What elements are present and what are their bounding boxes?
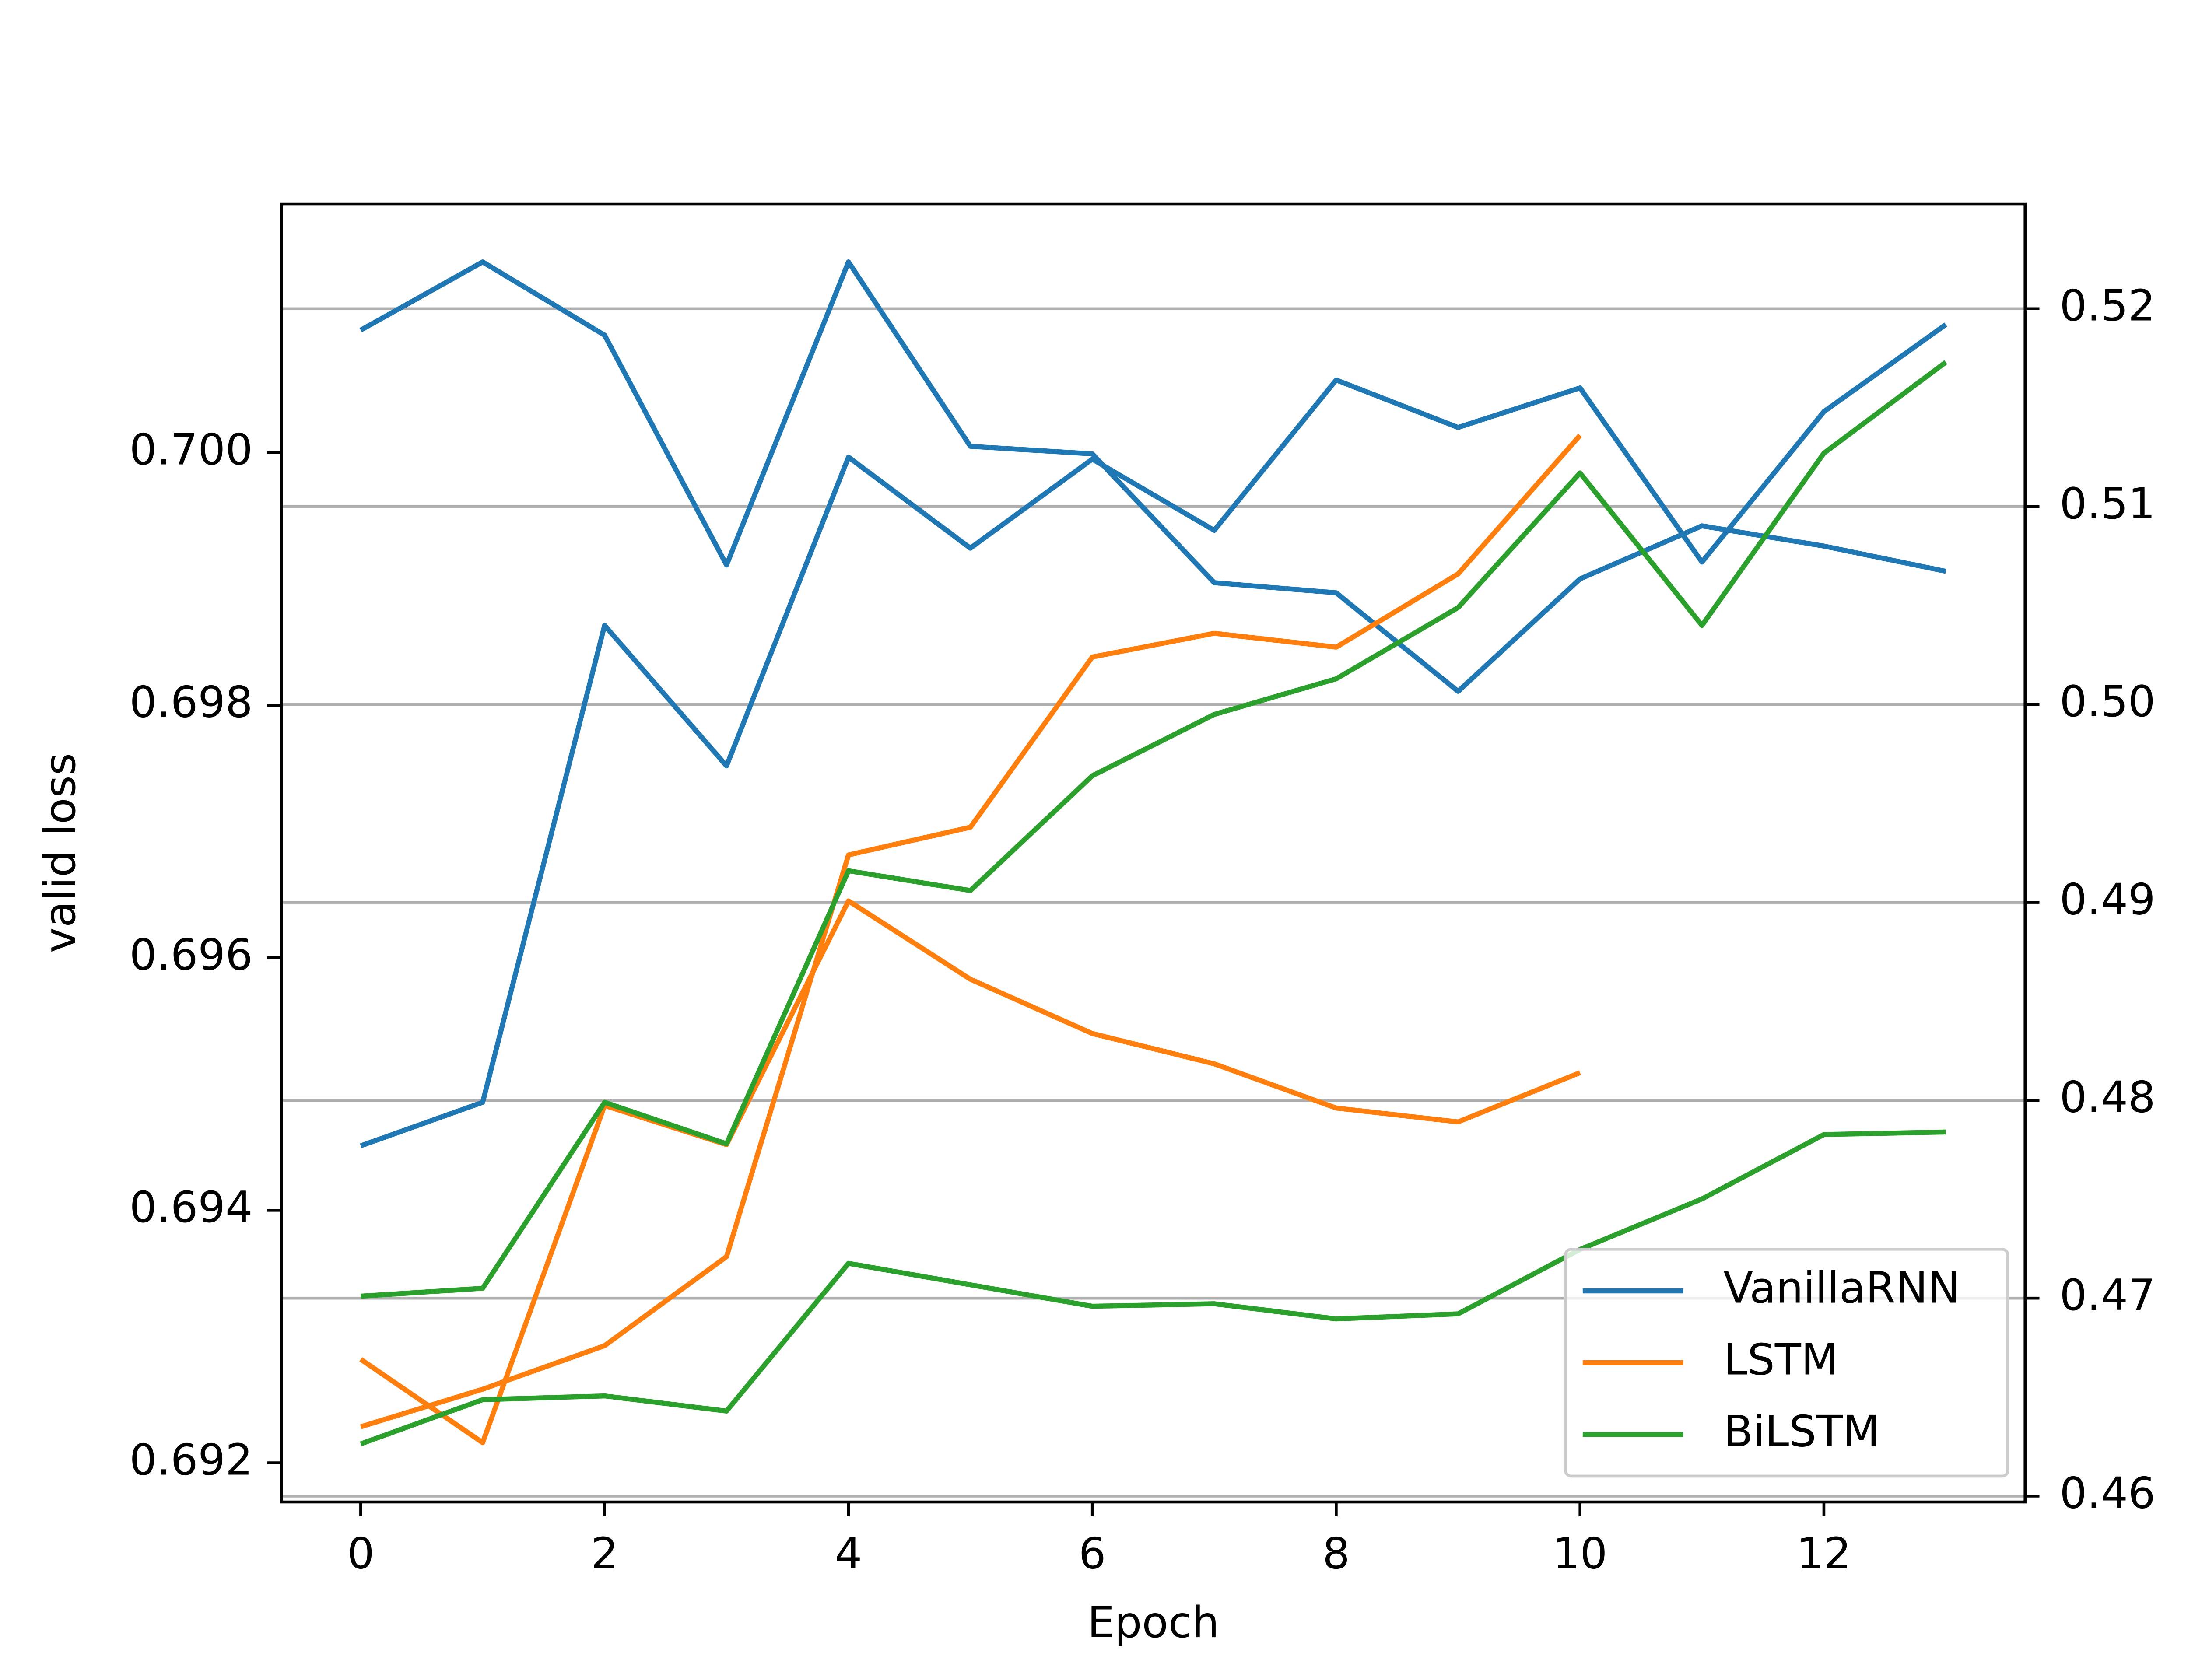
x-tick-label: 6 (1079, 1529, 1106, 1579)
y-tick-label: 0.700 (130, 425, 253, 475)
x-tick-label: 2 (591, 1529, 618, 1579)
legend-label: BiLSTM (1723, 1407, 1879, 1457)
legend-box (1564, 1248, 2009, 1478)
series-line (359, 898, 1581, 1446)
x-tick-label: 0 (347, 1529, 375, 1579)
y-axis-label: valid loss (35, 753, 85, 953)
y-tick-label: 0.694 (130, 1183, 253, 1232)
series-line (360, 1129, 1946, 1446)
y2-tick-label: 0.47 (2059, 1270, 2155, 1320)
y2-tick-label: 0.50 (2059, 677, 2155, 727)
y2-tick-label: 0.51 (2059, 479, 2155, 529)
x-tick-label: 4 (835, 1529, 863, 1579)
x-tick-label: 12 (1796, 1529, 1851, 1579)
y2-tick-label: 0.46 (2059, 1468, 2155, 1518)
y-tick-label: 0.698 (130, 678, 253, 728)
y-tick-label: 0.692 (130, 1435, 253, 1485)
y-tick-label: 0.696 (130, 930, 253, 980)
x-tick-label: 8 (1322, 1529, 1350, 1579)
legend-label: VanillaRNN (1723, 1263, 1960, 1313)
plot-frame (280, 202, 2027, 1504)
y2-tick-label: 0.49 (2059, 875, 2155, 924)
x-axis-label: Epoch (1087, 1598, 1219, 1648)
x-tick-label: 10 (1553, 1529, 1607, 1579)
y2-tick-label: 0.48 (2059, 1073, 2155, 1123)
y2-tick-label: 0.52 (2059, 281, 2155, 331)
series-line (360, 322, 1947, 1148)
series-line (361, 360, 1948, 1299)
series-line (360, 434, 1582, 1429)
y2-axis-label: valid acc (2184, 758, 2188, 948)
legend-label: LSTM (1723, 1335, 1838, 1385)
